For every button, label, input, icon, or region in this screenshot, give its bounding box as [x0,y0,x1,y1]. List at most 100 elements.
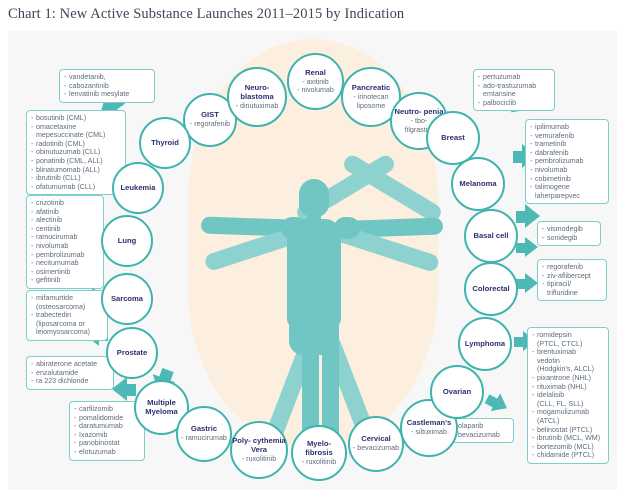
node-thyroid[interactable]: Thyroid [139,117,191,169]
node-lymphoma-title: Lymphoma [464,338,506,348]
drug-list-thyroid: vandetanib,cabozantiniblenvatinib mesyla… [59,69,155,103]
node-gastric-drugs: - ramucirumab [181,434,227,443]
drug-item: cobimetinib [530,175,603,184]
drug-item: elotuzumab [74,448,139,457]
drug-item: osimertinib [31,268,98,277]
drug-list-basalcell-items: vismodegibsonidegib [542,225,595,242]
node-cervical-drugs: - bevacizumab [352,444,400,453]
node-leukemia-title: Leukemia [120,182,156,192]
node-melanoma-title: Melanoma [459,178,497,188]
node-gastric[interactable]: Gastric - ramucirumab [176,406,232,462]
drug-item: romidepsin (PTCL, CTCL) [532,331,603,348]
page-title: Chart 1: New Active Substance Launches 2… [8,6,405,22]
drug-item: obinutuzumab (CLL) [31,148,120,157]
node-colorectal[interactable]: Colorectal [464,262,518,316]
node-sarcoma[interactable]: Sarcoma [101,273,153,325]
node-gist-drugs: - regorafenib [189,120,231,129]
node-neuroblastoma-title: Neuro- blastoma [240,83,274,101]
node-pancreatic[interactable]: Pancreatic - irinotecan liposome [341,67,401,127]
node-breast[interactable]: Breast [426,111,480,165]
node-colorectal-title: Colorectal [472,283,510,293]
node-gist-title: GIST [201,110,219,120]
node-multiple-myeloma[interactable]: Multiple Myeloma [134,380,189,435]
node-prostate-title: Prostate [116,347,148,357]
node-renal[interactable]: Renal - axitinib - nivolumab [287,53,344,110]
drug-item: omacetaxine mepesuccinate (CML) [31,123,120,140]
node-neutropenia-drugs: - tbo- filgrastim [404,117,434,134]
node-neuroblastoma[interactable]: Neuro- blastoma - dinutuximab [227,67,287,127]
drug-item: trametinib [530,140,603,149]
drug-item: brentuximab vedotin (Hodgkin's, ALCL) [532,348,603,374]
drug-item: enzalutamide [31,369,108,378]
drug-item: pertuzumab [478,73,549,82]
drug-item: cabozantinib [64,82,149,91]
drug-item: Ixazomib [74,431,139,440]
drug-item: ibrutinib (MCL, WM) [532,434,603,443]
drug-item: afatinib [31,208,98,217]
drug-list-leukemia-items: bosutinib (CML)omacetaxine mepesuccinate… [31,114,120,191]
node-basal-cell[interactable]: Basal cell [464,209,518,263]
drug-item: panobinostat [74,439,139,448]
node-melanoma[interactable]: Melanoma [451,157,505,211]
node-thyroid-title: Thyroid [151,137,179,147]
drug-list-leukemia: bosutinib (CML)omacetaxine mepesuccinate… [26,110,126,196]
drug-item: belinostat (PTCL) [532,426,603,435]
drug-list-thyroid-items: vandetanib,cabozantiniblenvatinib mesyla… [64,73,149,99]
drug-item: bortezomib (MCL) [532,443,603,452]
drug-list-sarcoma: mifamurtide (osteosarcoma)trabectedin (l… [26,290,108,341]
node-myelofibrosis[interactable]: Myelo- fibrosis - ruxolitinib [291,425,347,481]
head [299,179,329,217]
node-castlemans-title: Castleman's [406,418,452,428]
drug-item: ra 223 dichloride [31,377,108,386]
drug-item: mifamurtide (osteosarcoma) [31,294,102,311]
node-cervical[interactable]: Cervical - bevacizumab [348,416,404,472]
drug-item: bevacizumab [453,431,508,440]
drug-item: nivolumab [530,166,603,175]
drug-item: pembrolizumab [530,157,603,166]
drug-item: sonidegib [542,234,595,243]
drug-list-lymphoma-items: romidepsin (PTCL, CTCL)brentuximab vedot… [532,331,603,460]
drug-item: ibrutinib (CLL) [31,174,120,183]
drug-item: regorafenib [542,263,601,272]
drug-list-myeloma: carfilzomibpomalidomidedaratumumabIxazom… [69,401,145,461]
node-castlemans-drugs: - siltuximab [411,428,447,437]
drug-item: blinatumomab (ALL) [31,166,120,175]
node-sarcoma-title: Sarcoma [110,293,144,303]
drug-item: talimogene laherparepvec [530,183,603,200]
drug-item: mogamulizumab (ATCL) [532,408,603,425]
drug-item: ramucirumab [31,233,98,242]
drug-item: pembrolizumab [31,251,98,260]
node-renal-drugs: - axitinib - nivolumab [297,77,334,95]
chart-canvas: GIST - regorafenib Neuro- blastoma - din… [8,31,617,490]
node-lung-title: Lung [117,235,137,245]
hips [289,319,339,355]
node-cervical-title: Cervical [361,434,391,444]
node-ovarian[interactable]: Ovarian [430,365,484,419]
node-breast-title: Breast [441,132,465,142]
drug-item: carfilzomib [74,405,139,414]
drug-list-myeloma-items: carfilzomibpomalidomidedaratumumabIxazom… [74,405,139,457]
drug-item: ponatinib (CML, ALL) [31,157,120,166]
node-polycythemia-vera[interactable]: Poly- cythemia Vera - ruxolitinib [230,421,288,479]
drug-item: trabectedin (liposarcoma or leiomyosarco… [31,311,102,337]
drug-item: ofatumumab (CLL) [31,183,120,192]
node-leukemia[interactable]: Leukemia [112,162,164,214]
drug-list-colorectal: regorafenibziv-aflibercepttipiracil/ tri… [537,259,607,302]
drug-item: ipilimumab [530,123,603,132]
node-basal-cell-title: Basal cell [473,230,509,240]
node-lung[interactable]: Lung [101,215,153,267]
node-lymphoma[interactable]: Lymphoma [458,317,512,371]
node-polycythemia-vera-drugs: - ruxolitinib [241,454,277,463]
drug-item: vandetanib, [64,73,149,82]
drug-item: ceritinib [31,225,98,234]
drug-list-sarcoma-items: mifamurtide (osteosarcoma)trabectedin (l… [31,294,102,337]
drug-list-ovarian: olaparibbevacizumab [448,418,514,444]
drug-item: pomalidomide [74,414,139,423]
drug-item: vismodegib [542,225,595,234]
node-neutropenia-title: Neutro- penia [394,107,444,117]
drug-list-prostate-items: abiraterone acetateenzalutamidera 223 di… [31,360,108,386]
drug-item: olaparib [453,422,508,431]
drug-item: lenvatinib mesylate [64,90,149,99]
node-prostate[interactable]: Prostate [106,327,158,379]
drug-list-prostate: abiraterone acetateenzalutamidera 223 di… [26,356,114,390]
